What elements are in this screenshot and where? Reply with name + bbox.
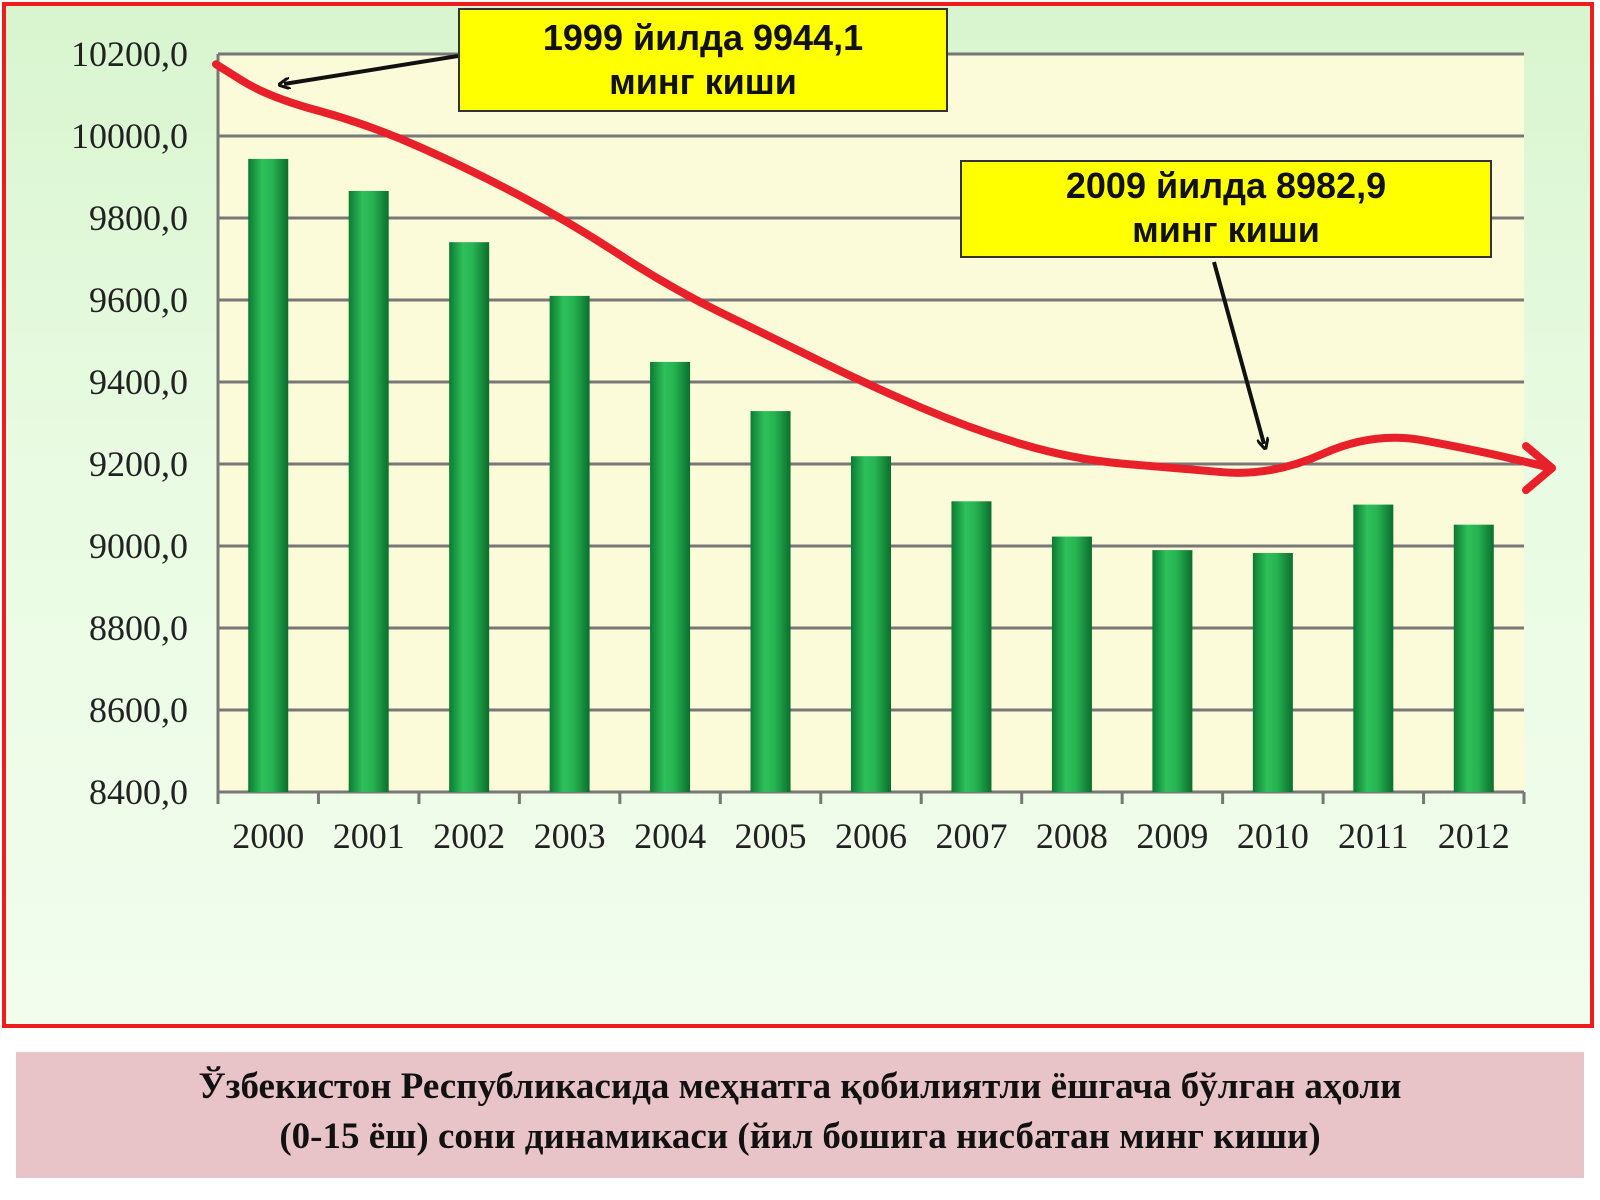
- trend-line-arrowhead: [1522, 442, 1556, 495]
- x-tick-label: 2001: [333, 816, 405, 856]
- bar-2002: [449, 242, 490, 792]
- bar-2007: [951, 501, 992, 792]
- annotation-2009-arrow: [1212, 261, 1264, 444]
- x-tick-label: 2005: [735, 816, 807, 856]
- y-tick-label: 8800,0: [89, 608, 188, 648]
- x-tick-label: 2004: [634, 816, 706, 856]
- annotation-1999-callout: 1999 йилда 9944,1 минг киши: [458, 8, 948, 112]
- chart-caption: Ўзбекистон Республикасида меҳнатга қобил…: [16, 1052, 1584, 1178]
- bar-2005: [750, 411, 791, 792]
- trend-line: [212, 60, 1556, 477]
- y-tick-label: 9400,0: [89, 362, 188, 402]
- y-tick-label: 9800,0: [89, 198, 188, 238]
- y-tick-label: 9000,0: [89, 526, 188, 566]
- bar-2000: [248, 158, 289, 792]
- bar-2011: [1353, 504, 1394, 792]
- y-tick-label: 9600,0: [89, 280, 188, 320]
- y-tick-label: 10200,0: [71, 34, 188, 74]
- bar-2010: [1252, 553, 1293, 792]
- bar-2012: [1453, 524, 1494, 792]
- x-tick-label: 2008: [1036, 816, 1108, 856]
- bar-2003: [549, 295, 590, 792]
- x-tick-label: 2012: [1438, 816, 1510, 856]
- x-tick-label: 2007: [935, 816, 1007, 856]
- y-tick-label: 9200,0: [89, 444, 188, 484]
- bar-2004: [650, 361, 691, 792]
- annotation-1999-line1: 1999 йилда 9944,1: [542, 17, 864, 58]
- bar-2006: [851, 456, 891, 792]
- x-tick-label: 2009: [1136, 816, 1208, 856]
- x-tick-label: 2000: [232, 816, 304, 856]
- caption-line-2: (0-15 ёш) сони динамикаси (йил бошига ни…: [279, 1116, 1321, 1157]
- y-tick-label: 8600,0: [89, 690, 188, 730]
- x-tick-label: 2006: [835, 816, 907, 856]
- annotation-2009-line2: минг киши: [1132, 209, 1320, 250]
- y-tick-label: 8400,0: [89, 772, 188, 812]
- bar-2009: [1152, 550, 1193, 792]
- caption-line-1: Ўзбекистон Республикасида меҳнатга қобил…: [198, 1066, 1402, 1107]
- x-tick-label: 2010: [1237, 816, 1309, 856]
- bar-2008: [1051, 536, 1092, 792]
- annotation-2009-callout: 2009 йилда 8982,9 минг киши: [960, 160, 1492, 258]
- x-tick-label: 2002: [433, 816, 505, 856]
- annotation-1999-line2: минг киши: [609, 61, 797, 102]
- x-tick-label: 2011: [1338, 816, 1409, 856]
- y-tick-label: 10000,0: [71, 116, 188, 156]
- bar-2001: [348, 190, 389, 792]
- bar-chart: 10200,0 10000,0 9800,0 9600,0 9400,0 9200,0 90…: [71, 34, 1556, 856]
- x-tick-label: 2003: [534, 816, 606, 856]
- annotation-1999-arrow: [284, 54, 459, 84]
- annotation-2009-line1: 2009 йилда 8982,9: [1065, 165, 1387, 206]
